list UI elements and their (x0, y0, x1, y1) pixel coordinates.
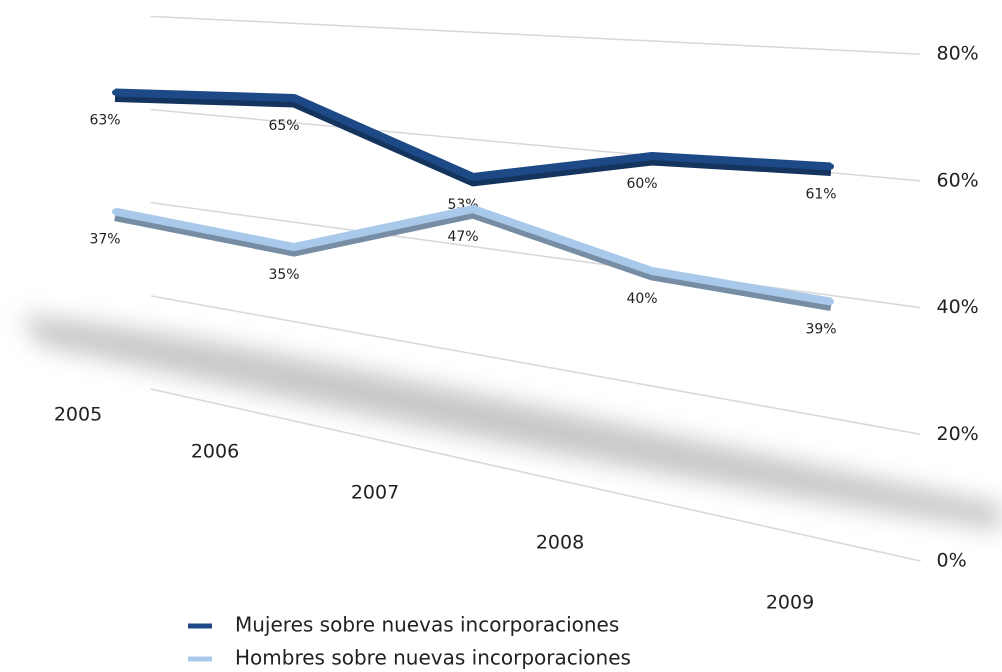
data-label: 47% (447, 229, 478, 245)
grid-line (150, 15, 921, 55)
data-label: 63% (89, 112, 120, 128)
point (470, 206, 476, 213)
data-label: 37% (89, 232, 120, 248)
grid-line (150, 295, 921, 436)
x-tick-label: 2008 (536, 532, 584, 554)
data-label: 39% (805, 322, 836, 338)
point (470, 173, 476, 180)
point (112, 89, 118, 96)
y-tick-label: 80% (937, 43, 979, 65)
point (649, 268, 655, 274)
x-tick-label: 2006 (191, 441, 239, 463)
point (649, 153, 655, 159)
grid-line (150, 388, 921, 562)
x-tick-label: 2009 (766, 592, 814, 614)
point (828, 298, 834, 305)
data-label: 60% (626, 176, 657, 192)
line-side (114, 209, 832, 311)
y-tick-label: 60% (937, 169, 979, 191)
data-label: 40% (626, 291, 657, 307)
data-label: 61% (805, 186, 836, 202)
point (291, 94, 297, 101)
point (112, 208, 118, 215)
data-label: 35% (268, 267, 299, 283)
point (828, 163, 834, 170)
legend-label: Mujeres sobre nuevas incorporaciones (235, 613, 619, 637)
x-tick-label: 2005 (54, 404, 102, 426)
y-tick-label: 20% (937, 423, 979, 445)
floor-shadow (20, 315, 1002, 530)
legend-label: Hombres sobre nuevas incorporaciones (235, 646, 631, 670)
point (291, 244, 297, 251)
x-tick-label: 2007 (351, 482, 399, 504)
y-tick-label: 40% (937, 296, 979, 318)
grid-line (150, 201, 921, 309)
y-tick-label: 0% (937, 550, 967, 572)
data-label: 65% (268, 118, 299, 134)
line-side (114, 92, 832, 187)
